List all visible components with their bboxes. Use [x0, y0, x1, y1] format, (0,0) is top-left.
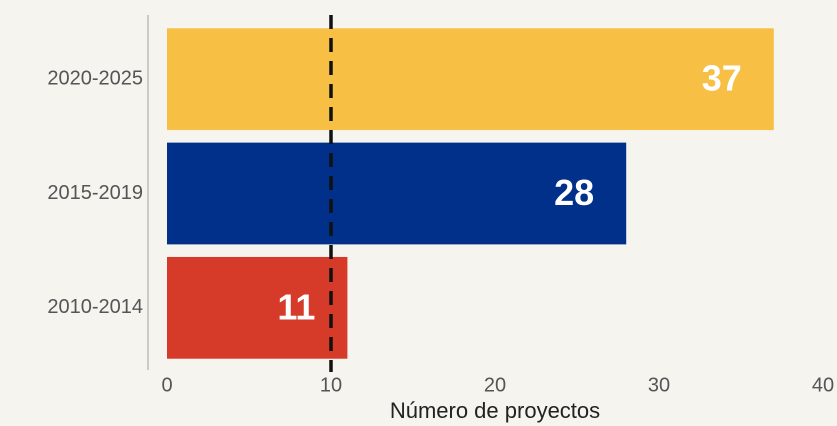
bar: [167, 256, 348, 359]
x-tick-label: 40: [812, 374, 834, 396]
value-label: 37: [702, 58, 742, 99]
x-tick-label: 10: [320, 374, 342, 396]
value-label: 28: [554, 172, 594, 213]
y-tick-label: 2010-2014: [47, 296, 143, 318]
y-tick-label: 2015-2019: [47, 182, 143, 204]
x-tick-label: 20: [484, 374, 506, 396]
x-axis-label: Número de proyectos: [390, 398, 600, 423]
bar: [167, 142, 627, 245]
bar: [167, 28, 774, 131]
x-tick-label: 0: [161, 374, 172, 396]
value-label: 11: [277, 286, 315, 327]
y-tick-label: 2020-2025: [47, 67, 143, 89]
x-tick-label: 30: [648, 374, 670, 396]
